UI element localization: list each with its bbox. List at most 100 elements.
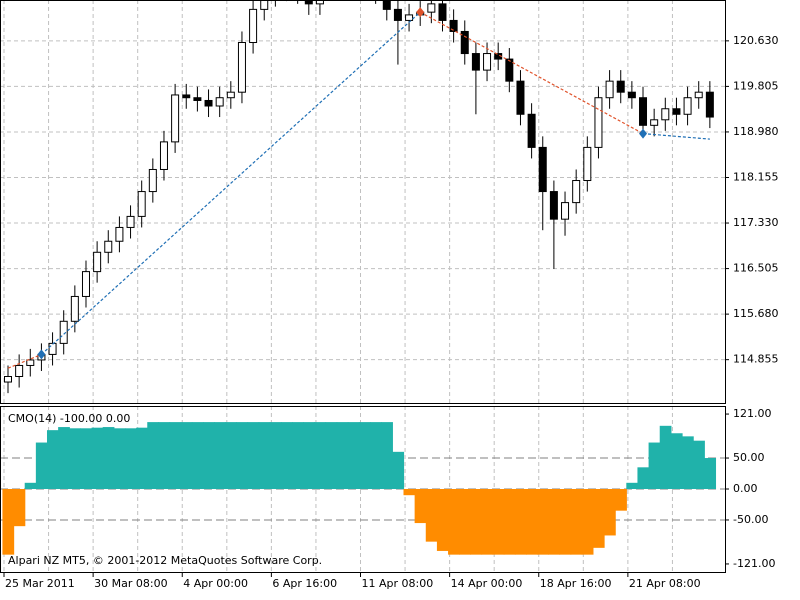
- y-tick-label: 118.980: [733, 125, 779, 138]
- cmo-bar: [548, 489, 561, 555]
- cmo-bar: [2, 489, 15, 555]
- cmo-bar: [325, 422, 338, 489]
- cmo-bar: [492, 489, 505, 555]
- cmo-bar: [58, 427, 70, 489]
- candle-body: [104, 240, 113, 253]
- signal-arrow: [416, 7, 425, 18]
- indicator-pane: [0, 406, 725, 572]
- candle-body: [126, 215, 135, 228]
- candle-body: [237, 42, 246, 93]
- attribution: Alpari NZ MT5, © 2001-2012 MetaQuotes So…: [8, 554, 322, 567]
- y-tick-label: 0.00: [733, 482, 758, 495]
- candle-body: [549, 191, 558, 220]
- price-pane: [0, 0, 725, 403]
- cmo-bar: [481, 489, 494, 555]
- y-tick-label: 121.00: [733, 407, 772, 420]
- cmo-bar: [704, 458, 717, 489]
- x-tick-label: 18 Apr 16:00: [540, 577, 612, 590]
- signal-line: [642, 132, 710, 140]
- cmo-bar: [414, 489, 427, 524]
- candle-body: [505, 58, 514, 82]
- y-tick-label: 114.855: [733, 353, 779, 366]
- cmo-bar: [225, 422, 237, 489]
- cmo-bar: [358, 422, 371, 489]
- candle-body: [561, 202, 570, 220]
- cmo-bar: [693, 440, 705, 489]
- cmo-bar: [459, 489, 471, 555]
- candle-body: [215, 97, 224, 107]
- cmo-bar: [280, 422, 293, 489]
- candle-body: [249, 8, 258, 44]
- axes: 25 Mar 2011 30 Mar 08:00 4 Apr 00:00 6 Apr …: [3, 0, 779, 590]
- cmo-bar: [537, 489, 549, 555]
- cmo-bar: [169, 422, 182, 489]
- candle-body: [705, 91, 714, 118]
- x-tick-label: 4 Apr 00:00: [183, 577, 248, 590]
- candle-body: [471, 53, 480, 71]
- cmo-bar: [637, 467, 650, 489]
- candle-body: [26, 359, 35, 366]
- candle-body: [393, 8, 402, 21]
- candle-body: [4, 376, 12, 383]
- candle-body: [572, 180, 581, 204]
- signal-line: [41, 11, 421, 355]
- indicator-title: CMO(14) -100.00 0.00: [8, 412, 130, 425]
- candle-body: [672, 108, 681, 115]
- cmo-bar: [124, 428, 137, 489]
- candle-body: [605, 80, 614, 99]
- cmo-bar: [13, 489, 26, 527]
- cmo-bar: [648, 442, 661, 489]
- cmo-bar: [581, 489, 594, 555]
- candle-body: [583, 146, 592, 182]
- cmo-bar: [347, 422, 360, 489]
- x-tick-label: 11 Apr 08:00: [362, 577, 434, 590]
- cmo-bar: [214, 422, 226, 489]
- cmo-bar: [682, 436, 694, 489]
- x-tick-label: 30 Mar 08:00: [94, 577, 167, 590]
- cmo-bar: [592, 489, 605, 548]
- cmo-bar: [626, 482, 639, 489]
- indicator-pane-frame: [0, 406, 726, 573]
- y-tick-label: 50.00: [733, 451, 765, 464]
- signal-line: [419, 11, 644, 135]
- candle-body: [516, 80, 525, 115]
- candle-body: [683, 97, 692, 115]
- candle-body: [661, 108, 670, 121]
- candle-body: [115, 226, 124, 242]
- candle-body: [137, 191, 146, 217]
- cmo-bar: [136, 427, 148, 489]
- candle-body: [59, 320, 68, 344]
- candle-body: [260, 0, 269, 10]
- cmo-bar: [258, 422, 271, 489]
- candle-body: [159, 141, 168, 170]
- signal-arrow: [639, 128, 648, 139]
- cmo-bar: [292, 422, 304, 489]
- candle-body: [627, 91, 636, 99]
- candle-body: [449, 19, 458, 32]
- x-tick-label: 6 Apr 16:00: [272, 577, 337, 590]
- cmo-bar: [448, 489, 460, 555]
- cmo-bar: [147, 422, 159, 489]
- candle-body: [538, 146, 547, 193]
- candle-body: [616, 80, 625, 93]
- cmo-bar: [392, 451, 405, 489]
- y-tick-label: 118.155: [733, 170, 779, 183]
- cmo-bar: [526, 489, 538, 555]
- candle-body: [460, 30, 469, 55]
- cmo-bar: [615, 489, 627, 511]
- candle-body: [182, 94, 191, 99]
- candle-body: [304, 0, 313, 5]
- cmo-bar: [191, 422, 204, 489]
- cmo-bar: [470, 489, 483, 555]
- candle-body: [15, 364, 24, 378]
- cmo-bar: [314, 422, 327, 489]
- candle-body: [315, 0, 324, 5]
- candle-body: [694, 91, 703, 99]
- candle-body: [148, 168, 157, 193]
- y-tick-label: 121.455: [733, 0, 779, 1]
- cmo-bar: [80, 428, 93, 489]
- cmo-bar: [46, 430, 59, 489]
- candle-body: [427, 3, 436, 13]
